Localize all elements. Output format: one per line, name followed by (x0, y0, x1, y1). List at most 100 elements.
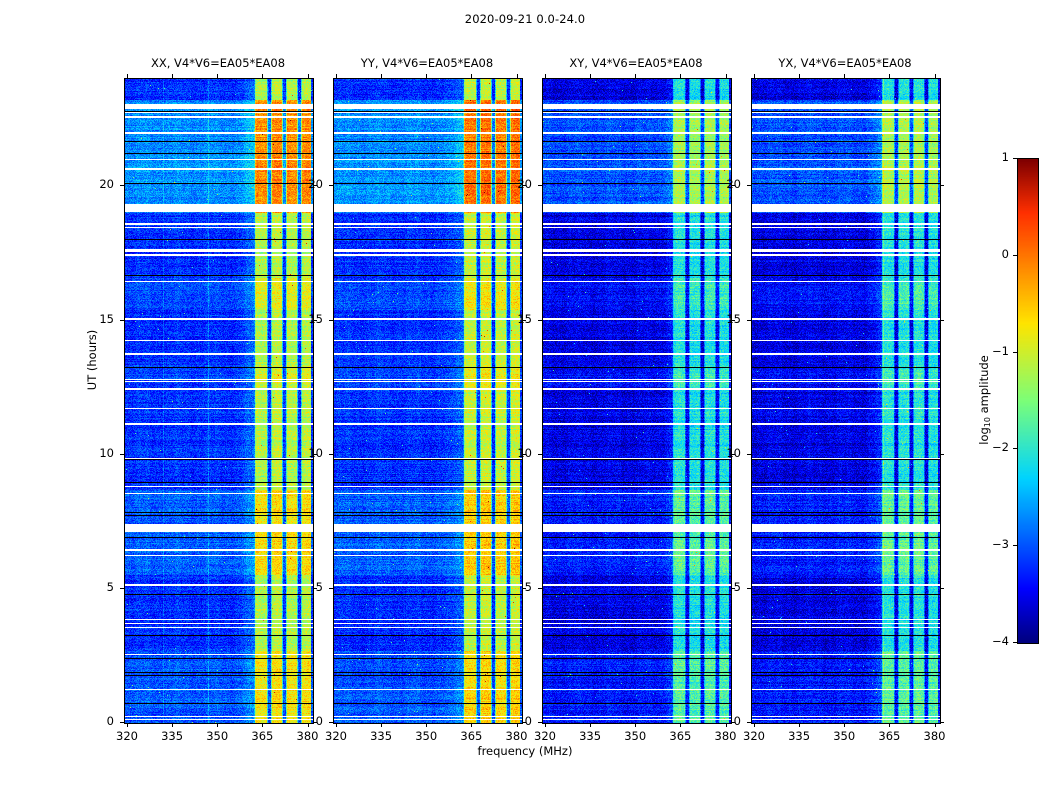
x-tick-label-320: 320 (116, 729, 138, 743)
x-tick-label-365: 365 (669, 729, 692, 743)
x-tick-mark (590, 74, 592, 78)
y-tick-mark (747, 722, 751, 723)
panel-image-xx (125, 79, 313, 723)
panel-title-yy: YY, V4*V6=EA05*EA08 (360, 56, 494, 70)
x-tick-mark (725, 723, 727, 727)
x-tick-mark (217, 723, 219, 727)
y-tick-mark (940, 453, 944, 455)
y-tick-mark (731, 587, 735, 589)
figure-suptitle: 2020-09-21 0.0-24.0 (464, 12, 586, 26)
y-tick-label-15: 15 (517, 311, 532, 326)
y-tick-mark (940, 722, 944, 723)
panel-title-xy: XY, V4*V6=EA05*EA08 (569, 56, 703, 70)
y-tick-mark (329, 185, 333, 187)
y-tick-label-0: 0 (733, 714, 741, 728)
x-tick-mark (381, 723, 383, 727)
x-tick-label-365: 365 (251, 729, 274, 743)
y-tick-label-15: 15 (99, 311, 114, 326)
x-tick-label-350: 350 (833, 729, 856, 743)
y-tick-mark (313, 185, 317, 187)
x-tick-label-350: 350 (624, 729, 647, 743)
colorbar-tick-label--2: −2 (992, 440, 1009, 455)
colorbar-tick-mark (1013, 448, 1017, 450)
y-tick-label-10: 10 (726, 445, 741, 460)
y-tick-mark (313, 722, 317, 723)
y-tick-mark (313, 587, 317, 589)
y-tick-mark (120, 319, 124, 321)
x-tick-label-350: 350 (415, 729, 438, 743)
y-tick-mark (940, 587, 944, 589)
x-tick-label-320: 320 (743, 729, 765, 743)
y-tick-mark (313, 453, 317, 455)
colorbar-tick-mark (1013, 545, 1017, 547)
y-tick-label-5: 5 (733, 579, 741, 594)
y-tick-label-5: 5 (106, 579, 114, 594)
x-tick-label-335: 335 (788, 729, 811, 743)
x-tick-label-380: 380 (714, 729, 737, 743)
y-tick-label-10: 10 (517, 445, 532, 460)
y-tick-mark (329, 722, 333, 723)
x-tick-mark (217, 74, 219, 78)
y-tick-mark (538, 185, 542, 187)
y-tick-label-15: 15 (726, 311, 741, 326)
panel-image-yy (334, 79, 522, 723)
y-tick-label-20: 20 (517, 177, 532, 192)
colorbar-tick-mark (1013, 642, 1017, 643)
y-tick-mark (329, 587, 333, 589)
y-tick-label-0: 0 (106, 714, 114, 728)
x-tick-label-380: 380 (296, 729, 319, 743)
y-tick-mark (120, 453, 124, 455)
x-tick-mark (471, 74, 473, 78)
colorbar-label: log10 amplitude (977, 300, 992, 500)
colorbar-tick-mark (1013, 254, 1017, 256)
y-tick-mark (120, 587, 124, 589)
waterfall-panel-yx[interactable] (751, 78, 941, 724)
x-tick-mark (426, 723, 428, 727)
x-tick-mark (934, 723, 936, 727)
x-tick-mark (381, 74, 383, 78)
colorbar-label-base: log (977, 427, 991, 445)
colorbar-label-rest: amplitude (977, 355, 991, 418)
y-tick-mark (747, 587, 751, 589)
colorbar-tick-label--4: −4 (992, 634, 1009, 648)
colorbar-tick-label--3: −3 (992, 537, 1009, 552)
y-tick-label-5: 5 (524, 579, 532, 594)
y-tick-mark (747, 453, 751, 455)
colorbar[interactable] (1017, 158, 1039, 644)
waterfall-panel-xy[interactable] (542, 78, 732, 724)
x-tick-label-380: 380 (923, 729, 946, 743)
y-tick-mark (747, 185, 751, 187)
y-tick-mark (522, 453, 526, 455)
y-tick-mark (522, 722, 526, 723)
x-tick-mark (799, 723, 801, 727)
colorbar-tick-mark (1013, 158, 1017, 159)
y-tick-mark (120, 185, 124, 187)
y-tick-mark (731, 185, 735, 187)
panel-image-xy (543, 79, 731, 723)
x-tick-mark (889, 74, 891, 78)
x-tick-mark (889, 723, 891, 727)
colorbar-tick-label-0: 0 (1001, 246, 1009, 261)
y-tick-mark (538, 587, 542, 589)
waterfall-panel-yy[interactable] (333, 78, 523, 724)
y-axis-label: UT (hours) (85, 329, 99, 391)
x-tick-label-335: 335 (161, 729, 184, 743)
x-tick-mark (844, 74, 846, 78)
panel-image-yx (752, 79, 940, 723)
x-tick-mark (680, 723, 682, 727)
waterfall-panel-xx[interactable] (124, 78, 314, 724)
y-tick-mark (329, 319, 333, 321)
x-tick-mark (799, 74, 801, 78)
x-tick-mark (725, 74, 727, 78)
x-tick-mark (307, 74, 309, 78)
x-tick-label-320: 320 (534, 729, 556, 743)
x-tick-mark (516, 723, 518, 727)
y-tick-label-5: 5 (315, 579, 323, 594)
panel-title-xx: XX, V4*V6=EA05*EA08 (150, 56, 286, 70)
x-tick-mark (635, 723, 637, 727)
x-tick-mark (127, 74, 128, 78)
x-tick-label-380: 380 (505, 729, 528, 743)
y-tick-label-20: 20 (99, 177, 114, 192)
y-tick-label-15: 15 (308, 311, 323, 326)
y-tick-mark (120, 722, 124, 723)
